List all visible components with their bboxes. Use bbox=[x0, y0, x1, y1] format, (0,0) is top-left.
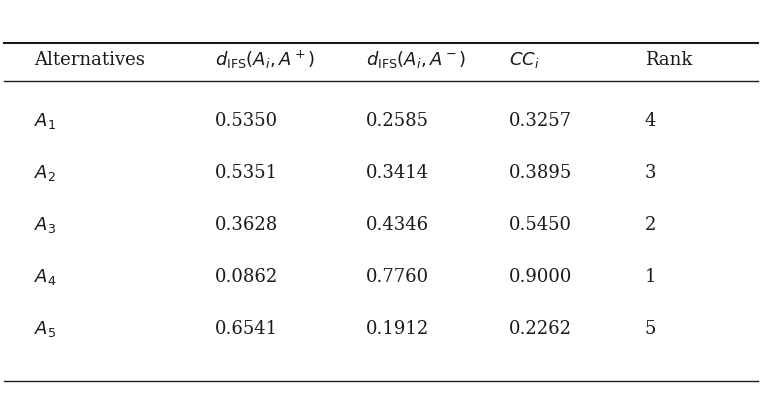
Text: 0.9000: 0.9000 bbox=[509, 268, 572, 286]
Text: $d_{\mathrm{IFS}}(A_i, A^-)$: $d_{\mathrm{IFS}}(A_i, A^-)$ bbox=[366, 50, 466, 70]
Text: Rank: Rank bbox=[645, 51, 692, 69]
Text: 0.5351: 0.5351 bbox=[215, 164, 278, 182]
Text: 3: 3 bbox=[645, 164, 656, 182]
Text: 0.2262: 0.2262 bbox=[509, 320, 572, 338]
Text: 0.2585: 0.2585 bbox=[366, 112, 429, 130]
Text: 2: 2 bbox=[645, 217, 656, 234]
Text: 4: 4 bbox=[645, 112, 656, 130]
Text: $A_3$: $A_3$ bbox=[34, 215, 56, 235]
Text: 0.3628: 0.3628 bbox=[215, 217, 278, 234]
Text: 0.3414: 0.3414 bbox=[366, 164, 429, 182]
Text: $A_1$: $A_1$ bbox=[34, 112, 56, 132]
Text: 0.4346: 0.4346 bbox=[366, 217, 429, 234]
Text: 0.3895: 0.3895 bbox=[509, 164, 572, 182]
Text: 0.7760: 0.7760 bbox=[366, 268, 429, 286]
Text: 0.5450: 0.5450 bbox=[509, 217, 572, 234]
Text: 5: 5 bbox=[645, 320, 656, 338]
Text: 0.3257: 0.3257 bbox=[509, 112, 572, 130]
Text: Alternatives: Alternatives bbox=[34, 51, 146, 69]
Text: $A_2$: $A_2$ bbox=[34, 163, 56, 184]
Text: $CC_i$: $CC_i$ bbox=[509, 50, 539, 70]
Text: $A_5$: $A_5$ bbox=[34, 319, 56, 339]
Text: 0.1912: 0.1912 bbox=[366, 320, 429, 338]
Text: 0.5350: 0.5350 bbox=[215, 112, 278, 130]
Text: 0.0862: 0.0862 bbox=[215, 268, 278, 286]
Text: $A_4$: $A_4$ bbox=[34, 267, 57, 287]
Text: 1: 1 bbox=[645, 268, 656, 286]
Text: $d_{\mathrm{IFS}}(A_i, A^+)$: $d_{\mathrm{IFS}}(A_i, A^+)$ bbox=[215, 49, 315, 71]
Text: 0.6541: 0.6541 bbox=[215, 320, 278, 338]
